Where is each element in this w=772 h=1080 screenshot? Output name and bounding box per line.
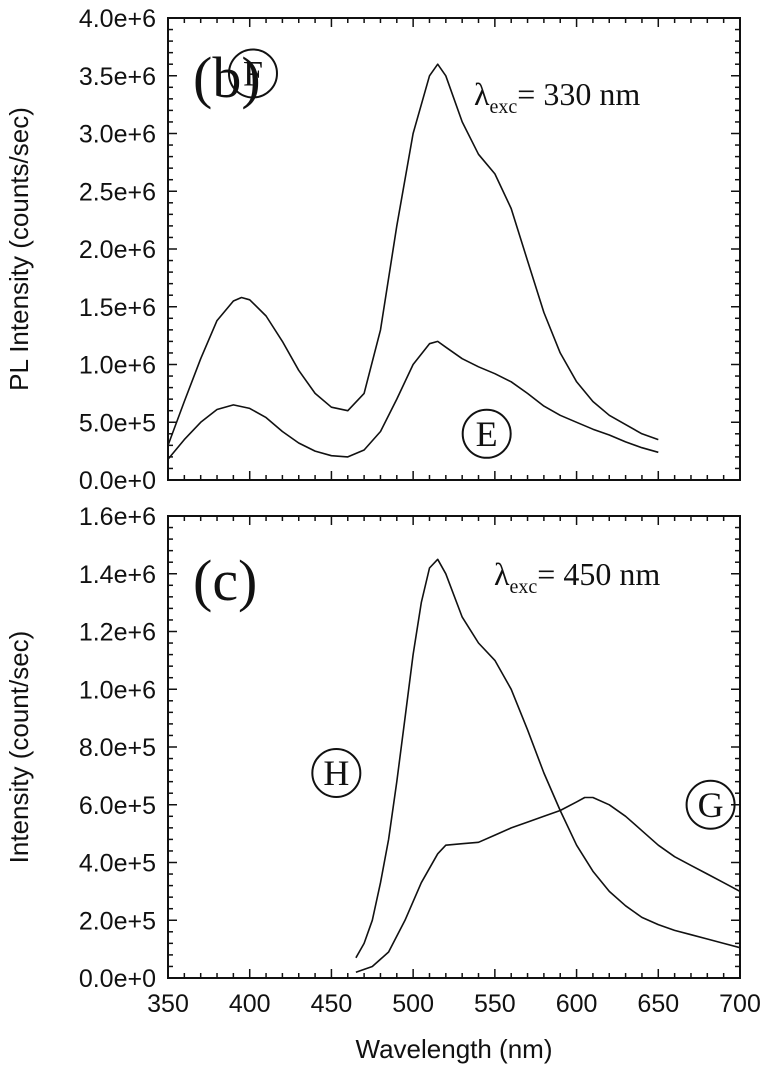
- excitation-annotation: λexc= 450 nm: [494, 556, 660, 598]
- y-tick-label: 1.2e+6: [79, 619, 156, 647]
- series-label-G: G: [698, 785, 724, 825]
- x-tick-label: 450: [311, 990, 353, 1018]
- y-tick-label: 2.5e+6: [79, 178, 156, 206]
- y-tick-label: 1.0e+6: [79, 676, 156, 704]
- panel-b: 0.0e+0 5.0e+5 1.0e+6 1.5e+6 2.0e+6 2.5e+6 3.0e…: [4, 5, 741, 495]
- lambda-symbol: λ: [474, 76, 490, 112]
- x-tick-label: 350: [147, 990, 189, 1018]
- y-tick-label: 6.0e+5: [79, 792, 156, 820]
- y-axis-title: Intensity (count/sec): [4, 631, 34, 864]
- lambda-subscript: exc: [490, 96, 518, 118]
- excitation-annotation: λexc= 330 nm: [474, 76, 640, 118]
- series-line-H: [355, 558, 741, 959]
- y-tick-label: 3.5e+6: [79, 63, 156, 91]
- y-tick-label: 2.0e+5: [79, 907, 156, 935]
- y-tick-label: 5.0e+5: [79, 409, 156, 437]
- series-label-circle-E: [461, 408, 512, 459]
- lambda-symbol: λ: [494, 556, 510, 592]
- series-label-circle-H: [311, 747, 362, 798]
- series-label-E: E: [476, 414, 498, 454]
- y-tick-label: 8.0e+5: [79, 734, 156, 762]
- x-tick-label: 500: [392, 990, 434, 1018]
- series-label-circle-F: [227, 48, 278, 99]
- series-line-E: [167, 340, 659, 460]
- panel-c: 350 400 450 500 550 600 650 700 0.0e+0 2.0e+5 4.0e…: [4, 503, 761, 1064]
- y-tick-label: 2.0e+6: [79, 236, 156, 264]
- y-axis-title: PL Intensity (counts/sec): [4, 107, 34, 391]
- x-tick-label: 650: [637, 990, 679, 1018]
- series-line-F: [167, 63, 659, 446]
- y-tick-label: 4.0e+6: [79, 5, 156, 33]
- y-tick-label: 0.0e+0: [79, 965, 156, 993]
- panel-label: (c): [193, 548, 257, 613]
- x-tick-label: 550: [474, 990, 516, 1018]
- excitation-value: = 450 nm: [537, 556, 660, 592]
- lambda-subscript: exc: [510, 576, 538, 598]
- excitation-value: = 330 nm: [517, 76, 640, 112]
- y-tick-label: 3.0e+6: [79, 121, 156, 149]
- series-label-F: F: [243, 53, 263, 93]
- series-line-G: [355, 796, 741, 973]
- panel-label: (b): [193, 45, 261, 110]
- x-axis-title: Wavelength (nm): [356, 1034, 553, 1064]
- y-tick-label: 1.5e+6: [79, 294, 156, 322]
- x-tick-label: 600: [556, 990, 598, 1018]
- series-label-H: H: [323, 753, 349, 793]
- series-label-circle-G: [685, 779, 736, 830]
- y-tick-label: 1.0e+6: [79, 352, 156, 380]
- y-tick-label: 1.6e+6: [79, 503, 156, 531]
- x-tick-label: 400: [229, 990, 271, 1018]
- x-tick-label: 700: [719, 990, 761, 1018]
- y-tick-label: 1.4e+6: [79, 561, 156, 589]
- y-tick-label: 4.0e+5: [79, 850, 156, 878]
- y-tick-label: 0.0e+0: [79, 467, 156, 495]
